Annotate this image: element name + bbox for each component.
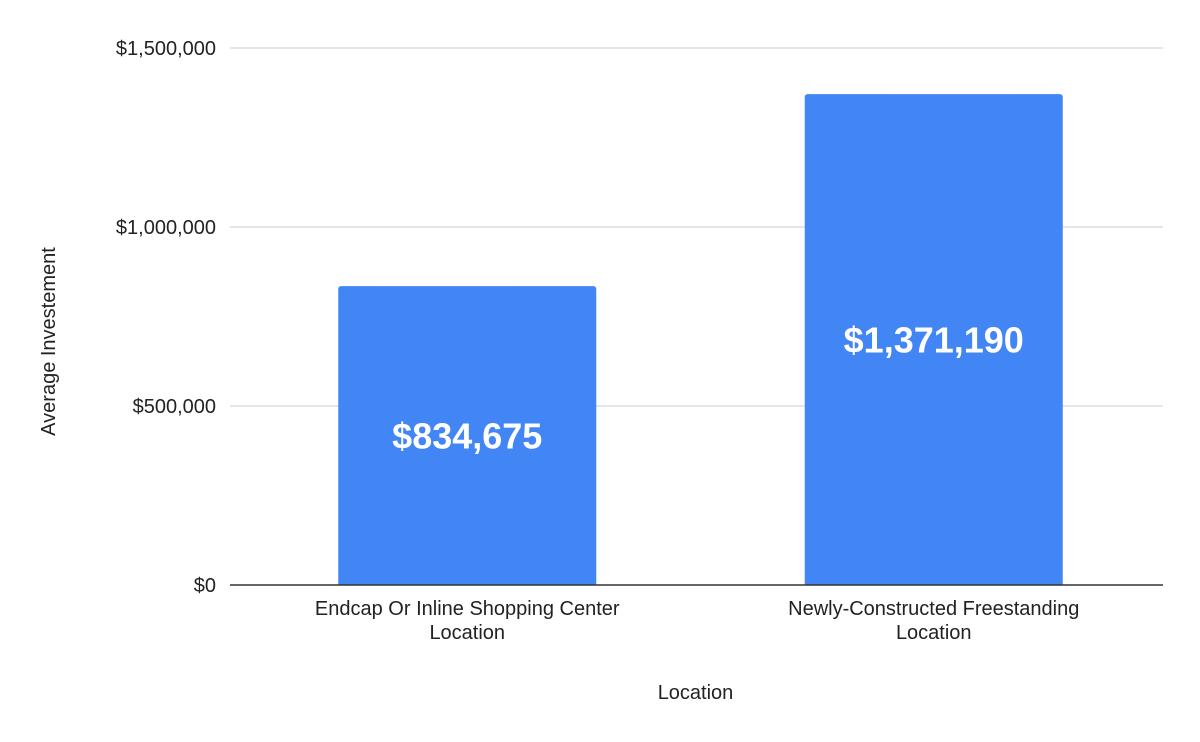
y-tick-label: $0: [194, 575, 216, 597]
x-tick-label: Newly-Constructed Freestanding: [788, 598, 1079, 620]
bar-data-label: $834,675: [392, 416, 542, 457]
x-tick-label: Location: [896, 622, 972, 644]
bar: [804, 94, 1063, 585]
x-axis-title: Location: [658, 682, 734, 704]
x-tick-label: Location: [429, 622, 505, 644]
bars: $834,675 $1,371,190: [338, 94, 1063, 585]
y-tick-label: $1,500,000: [116, 38, 216, 60]
y-axis-title: Average Investement: [38, 247, 60, 436]
y-axis-tick-labels: $0 $500,000 $1,000,000 $1,500,000: [116, 38, 216, 597]
bar-data-label: $1,371,190: [844, 320, 1024, 361]
y-tick-label: $500,000: [133, 396, 216, 418]
x-tick-label: Endcap Or Inline Shopping Center: [315, 598, 620, 620]
y-tick-label: $1,000,000: [116, 217, 216, 239]
x-axis-tick-labels: Endcap Or Inline Shopping CenterLocation…: [315, 598, 1079, 644]
bar: [338, 286, 597, 585]
